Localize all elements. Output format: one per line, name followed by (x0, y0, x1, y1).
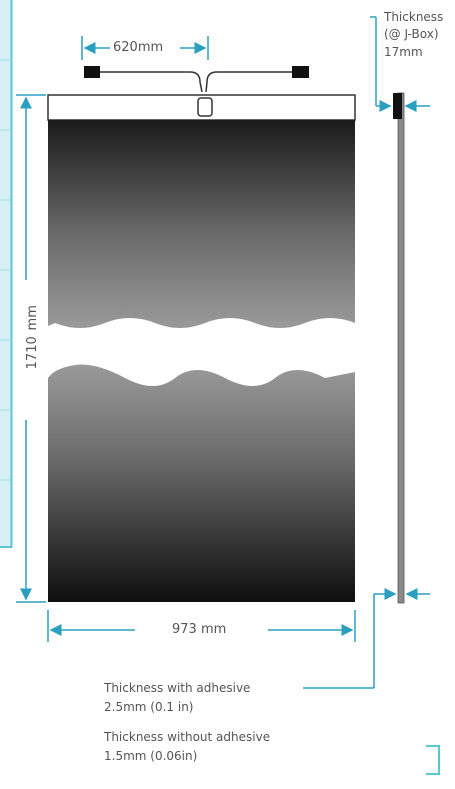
width-label: 973 mm (172, 622, 227, 637)
left-edge-border (0, 0, 13, 548)
without-adhesive-title: Thickness without adhesive (104, 730, 271, 744)
length-unit-label: mm (24, 305, 40, 331)
width-dimension (47, 610, 356, 642)
side-profile (397, 92, 405, 604)
page-edge-tab (426, 745, 440, 775)
jbox-thickness-title: Thickness (384, 10, 444, 24)
left-connector (84, 66, 100, 78)
panel-thickness-callout (303, 588, 430, 689)
length-value-label: 1710 (24, 336, 40, 370)
cable-spacing-label: 620mm (113, 40, 164, 55)
panel-bottom-section (48, 364, 355, 602)
cables (98, 71, 302, 93)
right-connector (292, 66, 309, 78)
junction-box (197, 97, 213, 117)
jbox-thickness-subtitle: (@ J-Box) (384, 27, 439, 41)
panel-top-section (48, 120, 355, 328)
side-junction-box (393, 93, 402, 119)
without-adhesive-value: 1.5mm (0.06in) (104, 749, 198, 763)
with-adhesive-value: 2.5mm (0.1 in) (104, 700, 194, 714)
cable-spacing-dimension (81, 36, 209, 60)
length-dimension (16, 94, 46, 603)
jbox-thickness-value: 17mm (384, 45, 423, 59)
jbox-thickness-callout (370, 16, 430, 112)
with-adhesive-title: Thickness with adhesive (104, 681, 251, 695)
